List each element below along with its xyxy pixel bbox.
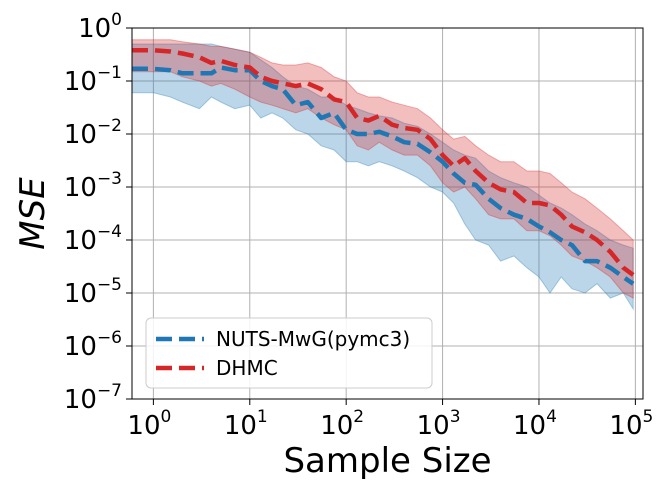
line-dhmc bbox=[132, 48, 635, 277]
y-tick-label: 10−6 bbox=[64, 328, 122, 362]
legend: NUTS-MwG(pymc3) DHMC bbox=[145, 317, 433, 389]
x-tick-label: 100 bbox=[127, 407, 171, 441]
line-nuts-mwg bbox=[132, 65, 635, 286]
x-axis-label: Sample Size bbox=[283, 441, 491, 481]
uncertainty-bands bbox=[131, 39, 634, 311]
legend-label: DHMC bbox=[216, 356, 278, 380]
y-tick-label: 10−3 bbox=[64, 169, 122, 203]
y-axis-label: MSE bbox=[13, 177, 53, 250]
y-tick-label: 10−1 bbox=[64, 63, 122, 97]
band-dhmc bbox=[131, 39, 634, 299]
y-tick-label: 10−4 bbox=[64, 222, 122, 256]
y-tick-label: 100 bbox=[78, 10, 122, 44]
legend-label: NUTS-MwG(pymc3) bbox=[216, 327, 410, 351]
x-tick-label: 103 bbox=[417, 407, 461, 441]
axis-ticks: 100 101 102 103 104 105 100 10−1 10−2 10−3 10−4 10−… bbox=[64, 10, 653, 441]
band-nuts-mwg bbox=[131, 43, 634, 311]
legend-box bbox=[145, 317, 433, 389]
x-tick-label: 105 bbox=[609, 407, 653, 441]
plot-frame bbox=[131, 27, 644, 400]
x-tick-label: 101 bbox=[224, 407, 268, 441]
x-tick-label: 102 bbox=[320, 407, 364, 441]
y-tick-label: 10−5 bbox=[64, 275, 122, 309]
y-tick-label: 10−2 bbox=[64, 116, 122, 150]
series-lines bbox=[132, 48, 635, 286]
y-tick-label: 10−7 bbox=[64, 381, 122, 415]
x-tick-label: 104 bbox=[513, 407, 557, 441]
